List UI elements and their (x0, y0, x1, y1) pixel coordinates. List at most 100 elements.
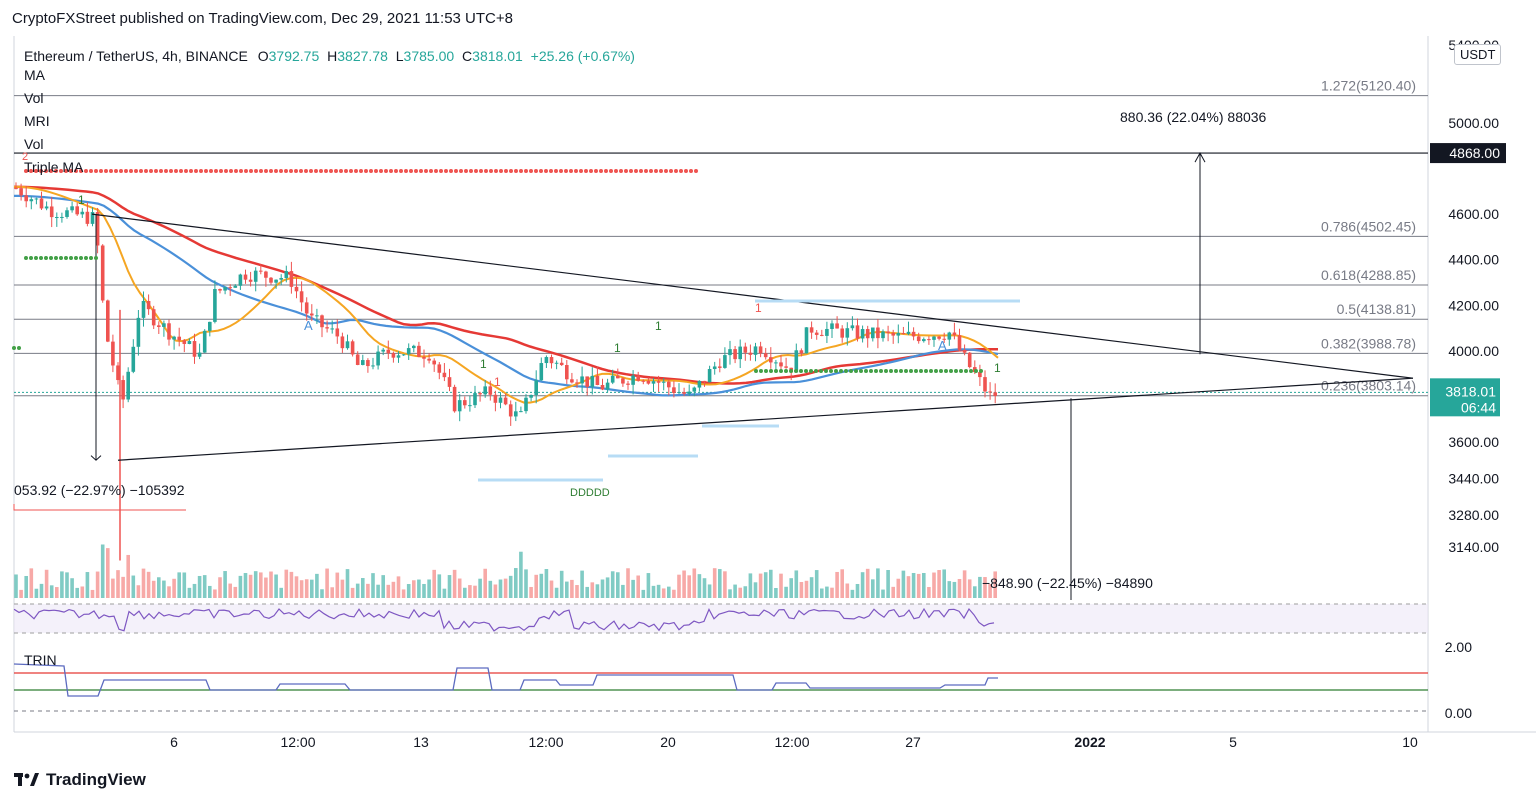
candle-body (111, 341, 115, 366)
close-label: C (462, 48, 473, 64)
volume-bar (366, 583, 370, 598)
volume-bar (376, 584, 380, 598)
candle-body (758, 346, 763, 354)
candle-body (769, 357, 773, 363)
red-dot (389, 169, 393, 173)
red-dot (474, 169, 478, 173)
volume-bar (427, 579, 431, 598)
candle-body (350, 341, 355, 355)
indicator-mri[interactable]: MRI (24, 113, 50, 129)
candle-body (299, 291, 304, 303)
green-dot (764, 369, 768, 373)
candle-body (478, 393, 482, 395)
red-dot (599, 169, 603, 173)
indicator-ma[interactable]: MA (24, 67, 45, 83)
volume-bar (274, 574, 278, 598)
last-price-badge-bg (1430, 378, 1500, 417)
red-dot (169, 169, 173, 173)
red-dot (549, 169, 553, 173)
volume-bar (432, 569, 436, 598)
candle-body (886, 331, 890, 333)
price-axis: 5000.00 4600.00 4400.00 4200.00 4000.00 3600.… (1430, 37, 1506, 721)
volume-bar (962, 570, 967, 598)
candle-body (728, 349, 732, 356)
volume-bar (157, 577, 161, 598)
volume-bar (743, 586, 748, 598)
candle-body (830, 323, 834, 329)
indicator-triple-ma[interactable]: Triple MA (24, 159, 84, 175)
red-dot (349, 169, 353, 173)
volume-bar (437, 574, 442, 598)
green-dot (914, 369, 918, 373)
red-dot (634, 169, 638, 173)
candle-body (447, 377, 452, 387)
fib-label: 0.382(3988.78) (1321, 335, 1416, 351)
green-dot (964, 369, 968, 373)
volume-bar (702, 578, 707, 598)
indicator-vol[interactable]: Vol (24, 90, 44, 106)
green-dot (94, 256, 98, 260)
volume-bar (544, 569, 549, 598)
green-dot (869, 369, 873, 373)
volume-bar (916, 573, 921, 598)
red-dot (444, 169, 448, 173)
red-dot (609, 169, 613, 173)
volume-bar (162, 580, 166, 598)
volume-bar (187, 587, 192, 598)
volume-bar (233, 586, 238, 598)
green-dot (89, 256, 93, 260)
countdown: 06:44 (1461, 399, 1496, 415)
candle-body (463, 400, 467, 406)
red-dot (379, 169, 383, 173)
volume-bar (565, 581, 569, 598)
red-dot (494, 169, 498, 173)
candle-body (483, 386, 487, 395)
price-tick: 4600.00 (1448, 206, 1499, 222)
candle-body (315, 315, 319, 317)
candle-body (80, 211, 85, 215)
volume-bar (146, 571, 151, 598)
green-dot (859, 369, 863, 373)
signal-one: 1 (78, 193, 85, 207)
candle-body (304, 302, 309, 314)
red-dot (674, 169, 678, 173)
red-dot (124, 169, 128, 173)
volume-bar (840, 569, 844, 598)
volume-bar (855, 583, 860, 598)
candle-body (412, 345, 416, 349)
footer-brand[interactable]: TradingView (14, 770, 146, 790)
signal-one: 1 (755, 301, 762, 315)
volume-bar (478, 578, 482, 598)
green-dot (944, 369, 948, 373)
price-tick: 4000.00 (1448, 343, 1499, 359)
volume-bar (330, 587, 334, 598)
volume-bar (463, 587, 467, 598)
candle-body (993, 392, 997, 396)
volume-bar (483, 568, 487, 598)
volume-bar (386, 584, 391, 598)
tradingview-logo-icon (14, 773, 39, 786)
green-dot (839, 369, 843, 373)
trin-tick: 2.00 (1445, 639, 1472, 655)
red-dot (519, 169, 523, 173)
price-tick: 3140.00 (1448, 539, 1499, 555)
triangle-pattern (90, 152, 1414, 600)
candle-body (146, 301, 151, 310)
volume-bar (253, 571, 258, 598)
red-dot (219, 169, 223, 173)
currency-selector[interactable]: USDT (1454, 44, 1502, 65)
red-dot (639, 169, 643, 173)
volume-bar (881, 589, 885, 598)
red-dot (509, 169, 513, 173)
red-dot (139, 169, 143, 173)
red-dot (89, 169, 93, 173)
red-dot (239, 169, 243, 173)
candle-body (60, 216, 64, 218)
red-dot (524, 169, 528, 173)
candle-body (187, 341, 192, 344)
volume-bar (182, 572, 187, 598)
green-dot (899, 369, 903, 373)
indicator-vol-2[interactable]: Vol (24, 136, 44, 152)
green-dot (44, 256, 48, 260)
